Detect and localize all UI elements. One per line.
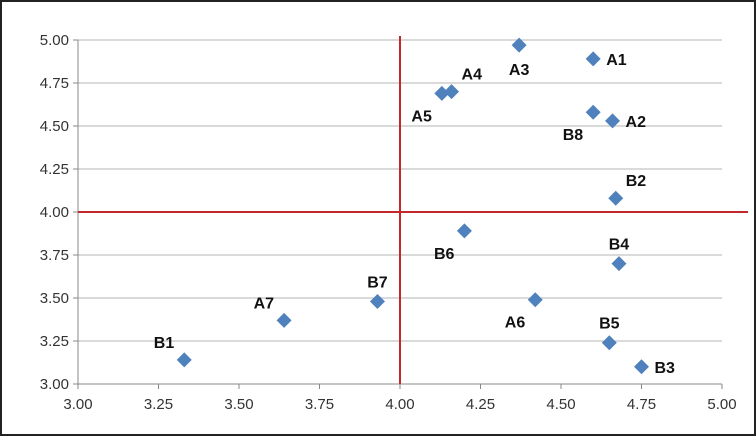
x-tick-label: 3.25 [144, 396, 173, 413]
y-tick-label: 5.00 [40, 32, 69, 49]
data-point-a1 [585, 51, 601, 67]
data-point-a5 [434, 85, 450, 101]
point-label-b6: B6 [434, 246, 455, 263]
point-label-a5: A5 [411, 108, 432, 125]
point-label-b2: B2 [626, 173, 647, 190]
data-point-b3 [634, 359, 649, 375]
x-tick-label: 3.75 [305, 396, 334, 413]
point-label-b1: B1 [154, 335, 175, 352]
data-points [176, 37, 649, 375]
x-tick-label: 5.00 [707, 396, 736, 413]
y-tick-label: 3.50 [40, 290, 69, 307]
y-tick-label: 4.50 [40, 118, 69, 135]
data-point-b7 [369, 293, 385, 309]
y-tick-label: 3.75 [40, 247, 69, 264]
reference-lines [78, 36, 748, 384]
data-point-a7 [276, 312, 292, 328]
data-point-b1 [176, 352, 192, 368]
point-label-b5: B5 [599, 316, 620, 333]
point-label-a1: A1 [606, 52, 627, 69]
x-tick-label: 3.00 [63, 396, 92, 413]
data-point-b8 [585, 104, 601, 120]
y-tick-label: 3.00 [40, 376, 69, 393]
x-tick-label: 4.75 [627, 396, 656, 413]
y-tick-label: 4.75 [40, 75, 69, 92]
data-point-a2 [605, 113, 621, 129]
data-point-b6 [456, 223, 472, 239]
data-point-b2 [608, 190, 624, 206]
y-tick-label: 3.25 [40, 333, 69, 350]
point-label-b7: B7 [367, 274, 388, 291]
data-point-b4 [611, 256, 627, 272]
point-label-a3: A3 [509, 62, 530, 79]
point-label-a4: A4 [462, 67, 483, 84]
tick-labels: 3.00 3.25 3.50 3.75 4.00 4.25 4.50 4.75 5.00 3.00… [40, 32, 737, 413]
y-tick-label: 4.25 [40, 161, 69, 178]
point-label-b4: B4 [609, 237, 630, 254]
x-tick-label: 3.50 [224, 396, 253, 413]
point-label-a6: A6 [505, 315, 526, 332]
data-point-a3 [511, 37, 527, 53]
point-label-b8: B8 [563, 127, 584, 144]
x-tick-label: 4.50 [546, 396, 575, 413]
point-label-a2: A2 [626, 114, 647, 131]
x-tick-label: 4.00 [385, 396, 414, 413]
y-tick-label: 4.00 [40, 204, 69, 221]
point-label-a7: A7 [254, 295, 275, 312]
x-tick-label: 4.25 [466, 396, 495, 413]
data-point-a6 [527, 292, 543, 308]
point-label-b3: B3 [655, 360, 676, 377]
data-point-a4 [444, 84, 460, 100]
point-labels: A1 A2 A3 A4 A5 A6 A7 B1 B2 B3 B4 B5 B6 B7 B8 [154, 52, 675, 377]
data-point-b5 [601, 335, 617, 351]
